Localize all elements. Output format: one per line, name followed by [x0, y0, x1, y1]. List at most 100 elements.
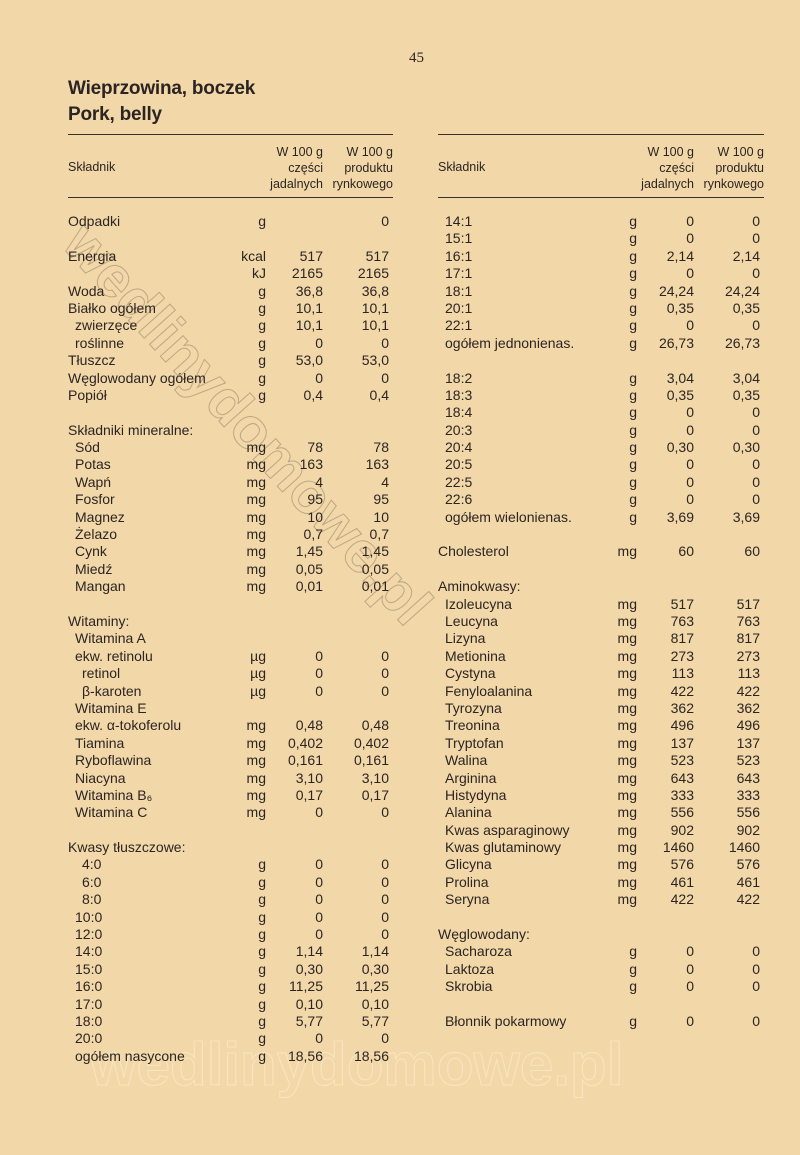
- table-row: kJ 2165 2165: [68, 265, 393, 282]
- table-row: Składniki mineralne:: [68, 422, 393, 439]
- row-label: Miedź: [75, 560, 113, 577]
- section-gap: [68, 230, 393, 247]
- table-row: Odpadki g 0: [68, 213, 393, 230]
- row-unit: mg: [246, 560, 266, 577]
- row-label: Skrobia: [445, 978, 493, 995]
- row-unit: g: [258, 995, 266, 1012]
- value-edible: 78: [307, 439, 323, 456]
- table-row: Seryna mg 422 422: [438, 891, 764, 908]
- row-label: 20:5: [445, 456, 473, 473]
- value-market: 576: [736, 856, 760, 873]
- row-unit: mg: [246, 473, 266, 490]
- value-market: 0,30: [732, 439, 760, 456]
- value-market: 0: [381, 1030, 389, 1047]
- row-label: roślinne: [75, 334, 125, 351]
- row-unit: g: [258, 926, 266, 943]
- row-label: Metionina: [445, 647, 506, 664]
- row-label: ogółem jednonienas.: [445, 334, 575, 351]
- row-unit: g: [629, 247, 637, 264]
- table-row: 18:1 g 24,24 24,24: [438, 283, 764, 300]
- row-label: 16:1: [445, 247, 473, 264]
- row-unit: mg: [246, 491, 266, 508]
- row-label: Leucyna: [445, 612, 498, 629]
- row-unit: µg: [250, 682, 266, 699]
- header-component: Składnik: [68, 160, 116, 174]
- row-unit: g: [258, 1012, 266, 1029]
- value-market: 0,35: [732, 386, 760, 403]
- row-unit: mg: [617, 630, 637, 647]
- table-row: Magnez mg 10 10: [68, 509, 393, 526]
- table-row: 22:6 g 0 0: [438, 491, 764, 508]
- row-label: Witamina C: [75, 804, 148, 821]
- value-edible: 763: [670, 612, 694, 629]
- top-rule: [438, 134, 764, 135]
- value-market: 517: [365, 247, 389, 264]
- table-row: 14:0 g 1,14 1,14: [68, 943, 393, 960]
- section-gap: [438, 352, 764, 369]
- table-row: Woda g 36,8 36,8: [68, 283, 393, 300]
- table-row: Popiół g 0,4 0,4: [68, 387, 393, 404]
- table-row: 18:2 g 3,04 3,04: [438, 370, 764, 387]
- value-edible: 0: [315, 647, 323, 664]
- row-label: Energia: [68, 247, 117, 264]
- value-market: 0: [381, 804, 389, 821]
- row-unit: mg: [246, 769, 266, 786]
- table-row: 20:0 g 0 0: [68, 1030, 393, 1047]
- row-unit: g: [258, 1030, 266, 1047]
- table-row: ekw. retinolu µg 0 0: [68, 648, 393, 665]
- value-market: 2165: [357, 265, 389, 282]
- row-label: 20:1: [445, 299, 473, 316]
- value-edible: 3,04: [666, 369, 694, 386]
- table-row: 22:1 g 0 0: [438, 317, 764, 334]
- row-unit: mg: [617, 612, 637, 629]
- value-market: 0: [381, 926, 389, 943]
- table-row: Cynk mg 1,45 1,45: [68, 543, 393, 560]
- row-label: Alanina: [445, 804, 492, 821]
- value-market: 0,05: [361, 560, 389, 577]
- value-edible: 0,4: [303, 386, 323, 403]
- table-row: retinol µg 0 0: [68, 665, 393, 682]
- row-label: Witamina E: [75, 699, 147, 716]
- value-edible: 0: [315, 369, 323, 386]
- row-unit: g: [629, 230, 637, 247]
- table-row: 20:1 g 0,35 0,35: [438, 300, 764, 317]
- row-unit: mg: [617, 786, 637, 803]
- row-unit: g: [258, 369, 266, 386]
- value-edible: 0,05: [295, 560, 323, 577]
- table-row: Wapń mg 4 4: [68, 474, 393, 491]
- row-unit: mg: [617, 891, 637, 908]
- value-market: 0,10: [361, 995, 389, 1012]
- value-market: 0,7: [369, 526, 389, 543]
- row-unit: g: [629, 439, 637, 456]
- row-label: 18:0: [75, 1012, 103, 1029]
- value-market: 0: [752, 491, 760, 508]
- value-market: 0,402: [353, 734, 389, 751]
- row-unit: kJ: [252, 265, 266, 282]
- table-row: 17:0 g 0,10 0,10: [68, 996, 393, 1013]
- table-row: Potas mg 163 163: [68, 456, 393, 473]
- table-row: 8:0 g 0 0: [68, 891, 393, 908]
- row-label: ekw. α-tokoferolu: [75, 717, 182, 734]
- value-edible: 0: [686, 317, 694, 334]
- table-row: Miedź mg 0,05 0,05: [68, 561, 393, 578]
- value-market: 496: [736, 717, 760, 734]
- row-label: Cystyna: [445, 665, 496, 682]
- value-edible: 0: [315, 873, 323, 890]
- table-row: Białko ogółem g 10,1 10,1: [68, 300, 393, 317]
- value-edible: 0,35: [666, 386, 694, 403]
- table-row: 20:3 g 0 0: [438, 422, 764, 439]
- value-edible: 0: [315, 682, 323, 699]
- value-market: 10,1: [361, 299, 389, 316]
- value-market: 3,69: [732, 508, 760, 525]
- value-market: 0: [381, 891, 389, 908]
- table-row: 12:0 g 0 0: [68, 926, 393, 943]
- row-unit: g: [258, 873, 266, 890]
- value-edible: 0: [686, 421, 694, 438]
- row-label: Arginina: [445, 769, 497, 786]
- row-unit: g: [629, 421, 637, 438]
- row-label: Sód: [75, 439, 100, 456]
- row-label: 22:5: [445, 473, 473, 490]
- row-label: Kwas asparaginowy: [445, 821, 570, 838]
- table-row: Alanina mg 556 556: [438, 804, 764, 821]
